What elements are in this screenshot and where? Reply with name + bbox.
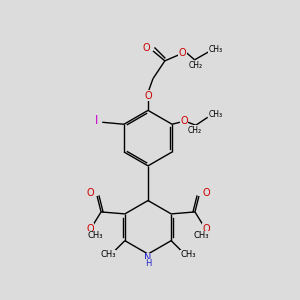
Text: CH₂: CH₂ (188, 61, 203, 70)
Text: CH₃: CH₃ (208, 110, 223, 119)
Text: O: O (86, 188, 94, 198)
Text: O: O (202, 224, 210, 234)
Text: CH₃: CH₃ (87, 231, 103, 240)
Text: N: N (144, 253, 152, 263)
Text: I: I (94, 114, 98, 127)
Text: O: O (86, 224, 94, 234)
Text: O: O (202, 188, 210, 198)
Text: H: H (145, 259, 151, 268)
Text: CH₂: CH₂ (188, 126, 202, 135)
Text: CH₃: CH₃ (208, 45, 223, 54)
Text: O: O (180, 116, 188, 126)
Text: CH₃: CH₃ (100, 250, 116, 259)
Text: CH₃: CH₃ (193, 231, 209, 240)
Text: O: O (142, 43, 150, 53)
Text: O: O (179, 48, 187, 58)
Text: CH₃: CH₃ (180, 250, 196, 259)
Text: O: O (144, 91, 152, 100)
